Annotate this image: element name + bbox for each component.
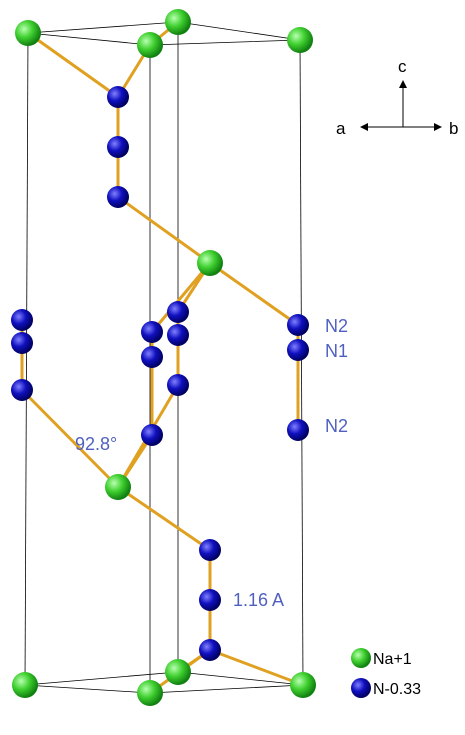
legend-label: N-0.33	[373, 681, 421, 698]
atom-label: N1	[325, 341, 348, 361]
legend: Na+1 N-0.33	[351, 648, 421, 698]
axis-a: a	[336, 119, 346, 138]
atom-label: N2	[325, 316, 348, 336]
atom-label: N2	[325, 416, 348, 436]
legend-label: Na+1	[373, 651, 412, 668]
angle-label: 92.8°	[75, 434, 117, 454]
crystal-structure: c a b N2 N1 N2 92.8° 1.16 A Na+1 N-0.33	[0, 0, 465, 735]
axes-indicator: c a b	[336, 57, 458, 138]
axis-b: b	[449, 119, 458, 138]
axis-c: c	[398, 57, 407, 76]
distance-label: 1.16 A	[233, 590, 284, 610]
